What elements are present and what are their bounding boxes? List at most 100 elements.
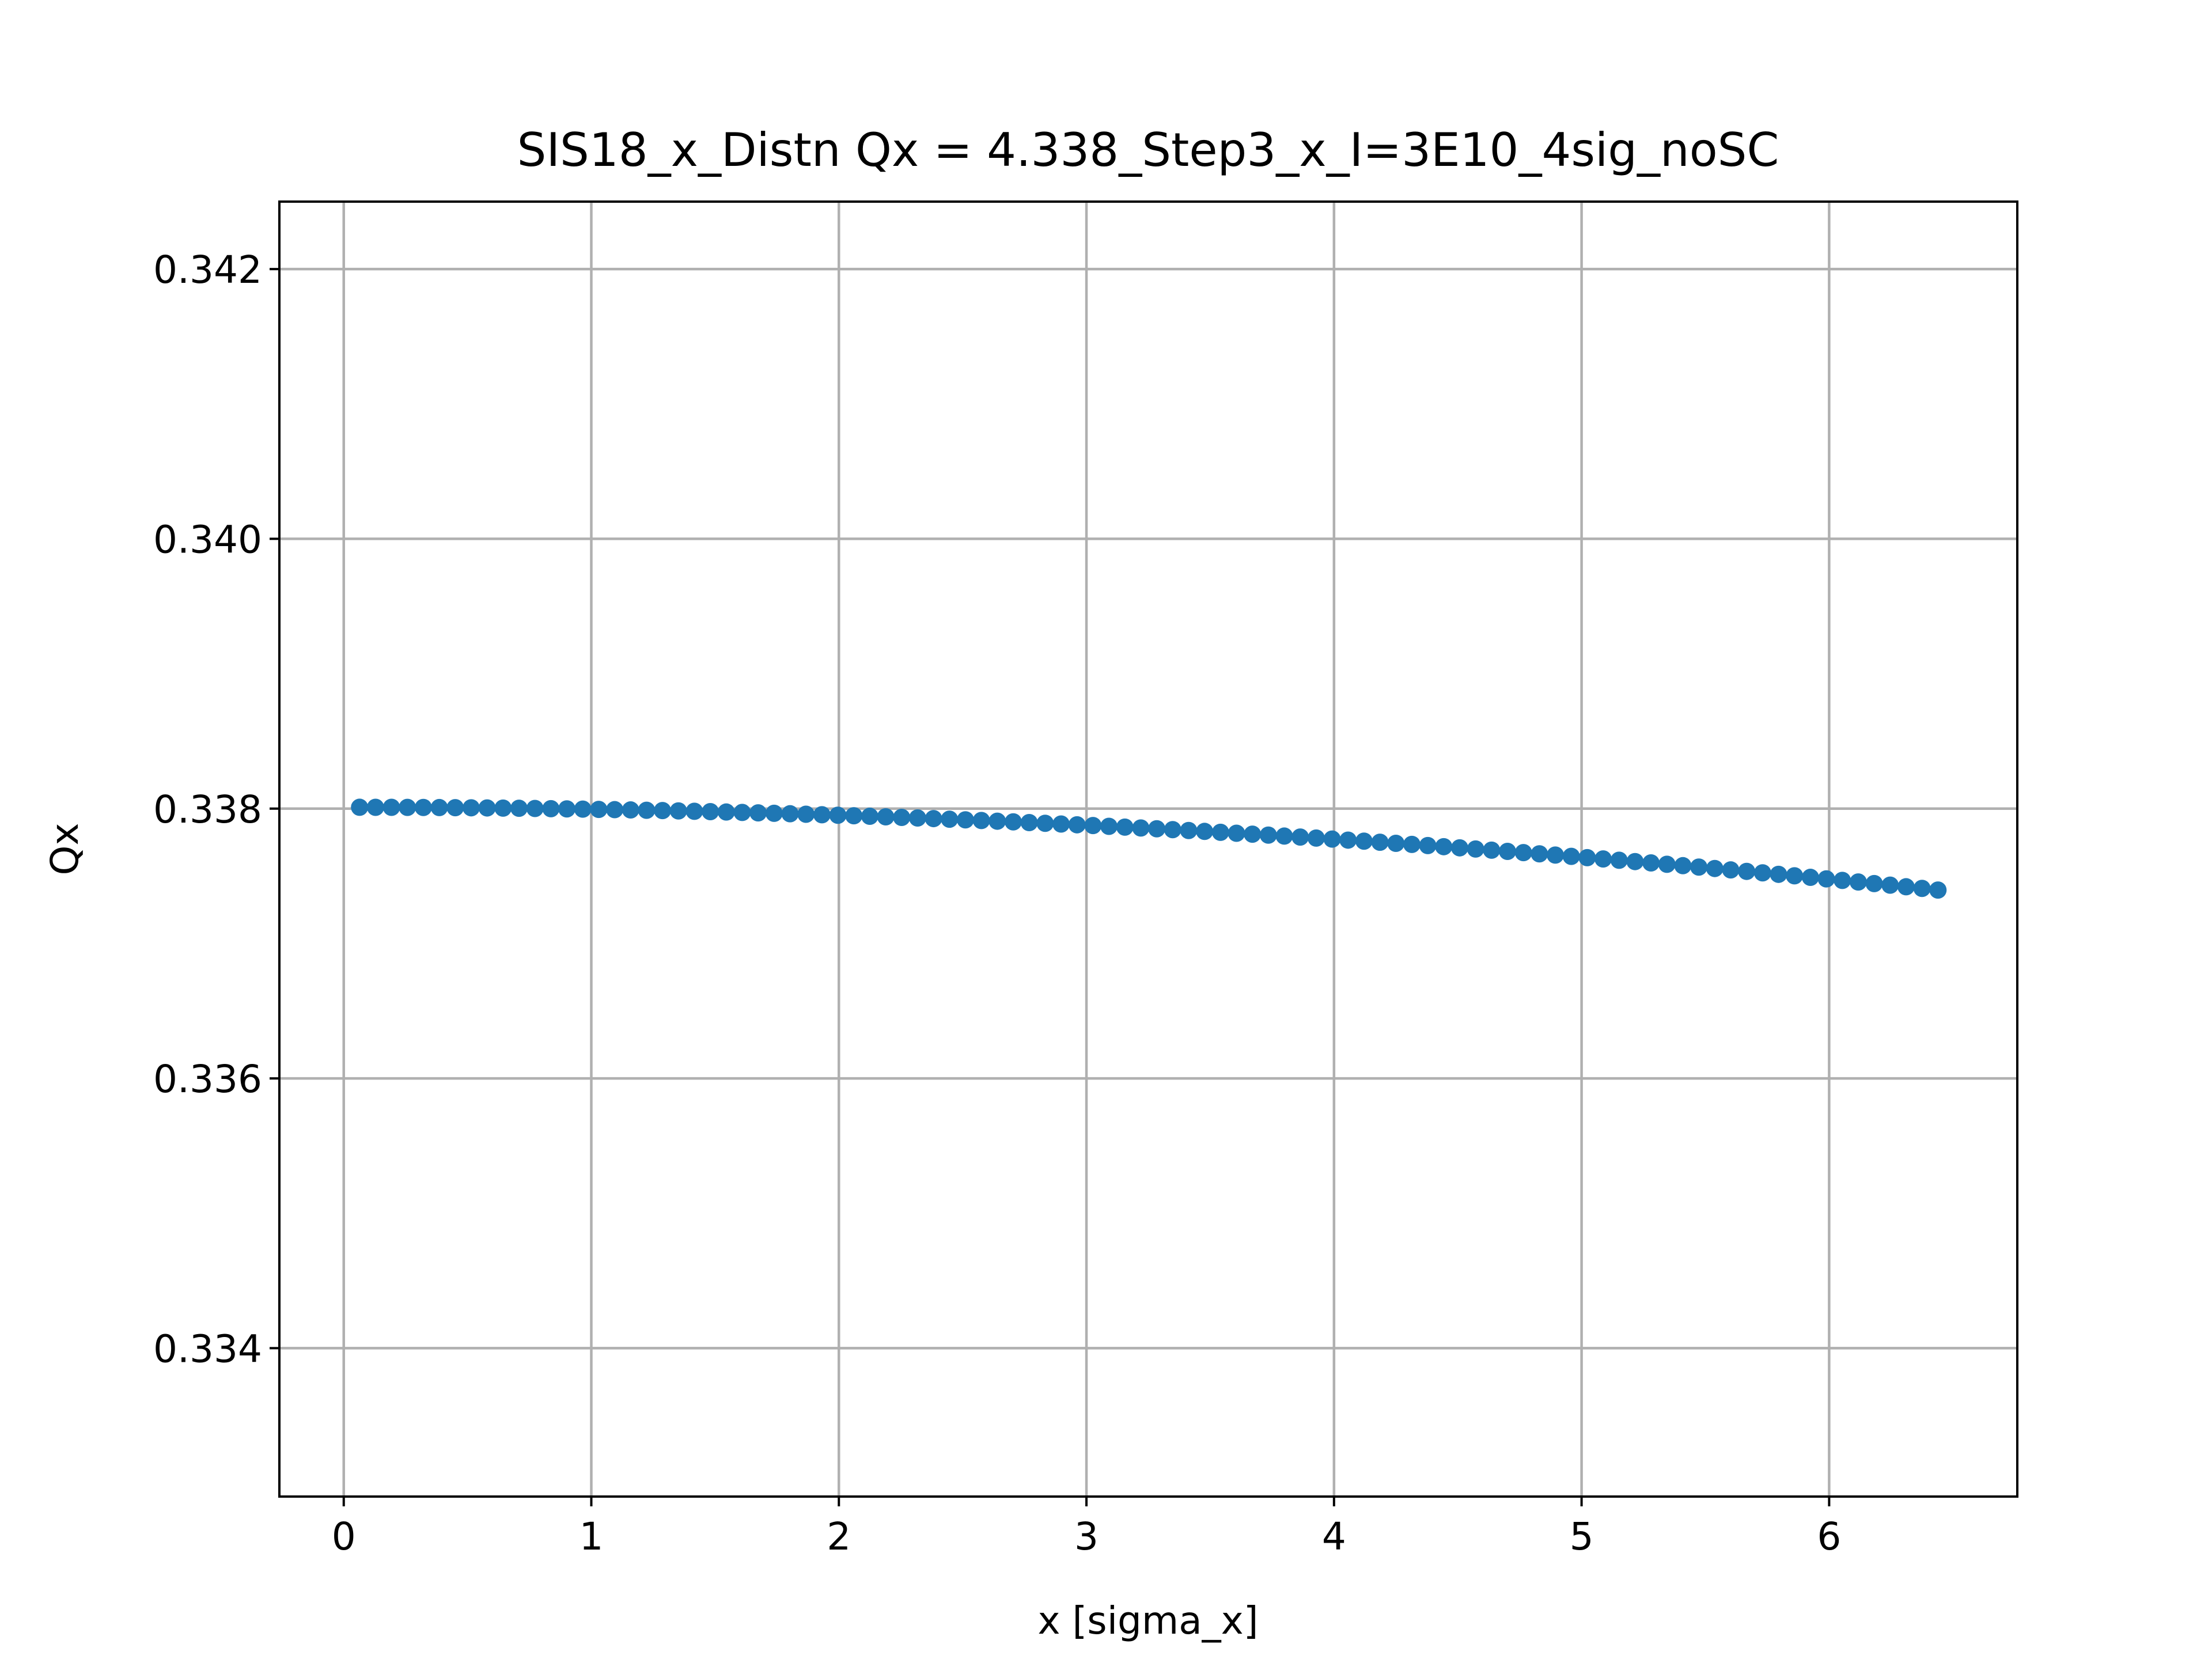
data-point [1005, 813, 1022, 831]
data-point [1339, 831, 1357, 849]
data-point [1594, 850, 1612, 868]
data-point [1291, 828, 1309, 846]
data-point [1770, 865, 1787, 883]
data-point [351, 798, 369, 816]
data-point [1722, 861, 1740, 879]
data-point [1626, 853, 1644, 870]
data-point [1467, 840, 1484, 858]
data-point [1100, 817, 1118, 835]
data-point [1706, 859, 1724, 877]
data-point [382, 798, 400, 816]
data-point [1403, 835, 1421, 853]
data-point [781, 805, 799, 823]
data-point [606, 801, 624, 819]
data-point [1881, 876, 1899, 894]
data-point [908, 809, 926, 827]
y-tick-label: 0.340 [153, 517, 262, 562]
data-point [1036, 815, 1054, 832]
data-point [1801, 869, 1819, 887]
x-tick-label: 6 [1817, 1514, 1841, 1559]
data-point [1211, 823, 1229, 841]
data-point [1419, 836, 1437, 854]
data-point [1259, 826, 1277, 844]
data-point [925, 810, 942, 828]
data-point [414, 798, 432, 816]
data-point [1355, 832, 1373, 850]
x-tick-label: 2 [827, 1514, 851, 1559]
data-point [861, 808, 878, 825]
x-tick-label: 3 [1074, 1514, 1099, 1559]
data-point [1913, 880, 1931, 897]
data-point [1834, 872, 1851, 889]
data-point [1116, 818, 1134, 836]
data-point [1514, 844, 1532, 862]
data-point [956, 811, 974, 829]
data-points [351, 798, 1947, 899]
data-point [733, 804, 751, 821]
plot-frame [278, 200, 2018, 1498]
data-point [478, 799, 496, 817]
x-tick-label: 4 [1322, 1514, 1346, 1559]
data-point [1164, 821, 1181, 839]
data-point [1817, 870, 1835, 888]
x-tick-label: 5 [1570, 1514, 1594, 1559]
data-point [813, 806, 831, 824]
data-point [669, 802, 687, 820]
data-point [1068, 816, 1086, 834]
x-tick-label: 0 [332, 1514, 356, 1559]
data-point [1897, 878, 1915, 896]
data-point [1786, 867, 1804, 885]
data-point [1132, 819, 1150, 837]
data-point [430, 798, 448, 816]
data-point [988, 812, 1006, 830]
ticks: 0 1 2 3 4 5 6 0.334 0.336 0.338 0.340 0.342 [153, 248, 1841, 1559]
data-point [1562, 847, 1580, 865]
data-point [749, 804, 767, 822]
data-point [941, 810, 959, 828]
data-point [1387, 835, 1405, 853]
data-point [494, 799, 512, 817]
data-point [829, 806, 847, 824]
data-point [399, 798, 416, 816]
data-point [366, 798, 384, 816]
data-point [893, 809, 911, 827]
data-point [797, 805, 815, 823]
data-point [1148, 820, 1166, 838]
data-point [1435, 838, 1453, 855]
y-tick-label: 0.336 [153, 1057, 262, 1101]
data-point [1929, 881, 1947, 899]
data-point [685, 802, 703, 820]
data-point [1642, 854, 1660, 872]
data-point [1865, 874, 1883, 892]
data-point [1738, 862, 1756, 880]
data-point [1180, 821, 1198, 839]
data-point [1547, 846, 1565, 864]
data-point [1275, 827, 1293, 845]
data-point [1084, 817, 1102, 835]
y-axis-label: Qx [43, 823, 87, 875]
data-point [1531, 845, 1548, 863]
data-point [1371, 834, 1389, 851]
data-point [590, 801, 608, 819]
y-tick-label: 0.334 [153, 1327, 262, 1371]
data-point [622, 801, 639, 819]
data-point [558, 800, 576, 818]
data-point [1307, 829, 1325, 847]
data-point [1658, 855, 1676, 873]
data-point [717, 803, 735, 821]
data-point [877, 808, 895, 826]
data-point [1052, 815, 1070, 833]
data-point [1753, 864, 1771, 882]
data-point [542, 800, 560, 817]
data-point [1499, 842, 1517, 860]
data-point [1228, 824, 1245, 842]
data-point [1610, 851, 1628, 869]
data-point [765, 804, 783, 822]
data-point [1483, 841, 1501, 859]
data-point [1020, 813, 1038, 831]
data-point [654, 802, 672, 820]
data-point [1196, 823, 1214, 840]
y-tick-label: 0.338 [153, 787, 262, 832]
x-tick-label: 1 [579, 1514, 604, 1559]
